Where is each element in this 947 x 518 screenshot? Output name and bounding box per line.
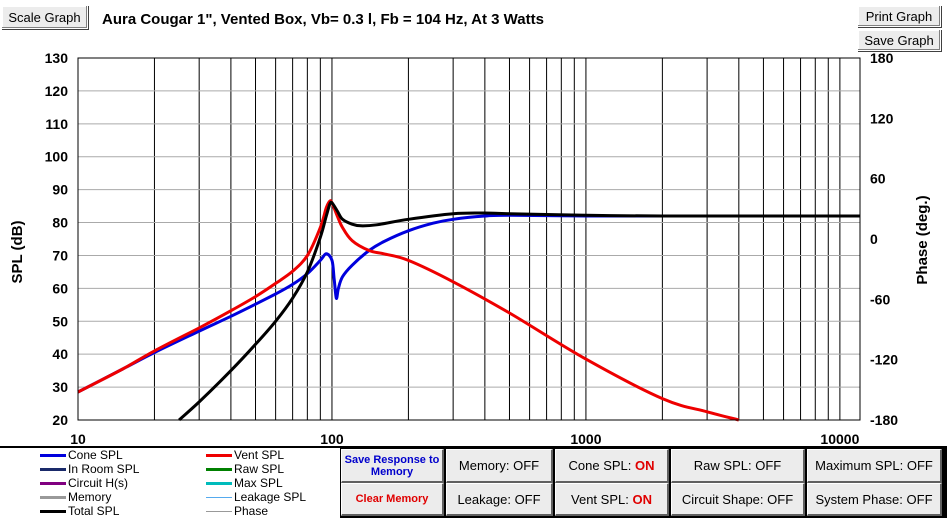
cone-spl-label: Cone SPL: xyxy=(568,458,632,473)
legend-swatch xyxy=(206,481,232,485)
legend-label: In Room SPL xyxy=(68,462,140,476)
y-tick-label: 80 xyxy=(52,215,68,231)
print-graph-button[interactable]: Print Graph xyxy=(857,5,941,27)
legend-swatch xyxy=(40,509,66,513)
plot-frame xyxy=(77,57,861,421)
y2-tick-label: -60 xyxy=(870,291,890,307)
legend-item: Vent SPL xyxy=(206,448,284,462)
x-tick-label: 10 xyxy=(70,431,86,446)
max-spl-label: Maximum SPL: xyxy=(815,458,904,473)
cone-spl-toggle[interactable]: Cone SPL: ON xyxy=(555,449,669,483)
legend-label: Raw SPL xyxy=(234,462,285,476)
circuit-shape-toggle[interactable]: Circuit Shape: OFF xyxy=(671,483,805,516)
legend-swatch xyxy=(206,453,232,457)
spl-chart: 20 30 40 50 60 70 80 90 100 110 120 130 -180 -120 -60 0… xyxy=(9,50,931,446)
y2-tick-label: 0 xyxy=(870,231,878,247)
legend-label: Leakage SPL xyxy=(234,490,307,504)
y2-tick-label: 120 xyxy=(870,110,894,126)
y2-tick-label: 60 xyxy=(870,171,886,187)
circuit-shape-label: Circuit Shape: xyxy=(681,491,764,507)
max-spl-value: OFF xyxy=(906,458,933,473)
system-phase-label: System Phase: xyxy=(815,491,903,507)
legend-label: Memory xyxy=(68,490,112,504)
legend-item: In Room SPL xyxy=(40,462,139,476)
legend-label: Vent SPL xyxy=(234,448,285,462)
raw-spl-toggle[interactable]: Raw SPL: OFF xyxy=(671,449,805,483)
x-tick-label: 1000 xyxy=(570,431,601,446)
legend-swatch xyxy=(40,481,66,485)
memory-label: Memory: xyxy=(458,458,510,473)
y-tick-label: 90 xyxy=(52,182,68,198)
y-tick-label: 60 xyxy=(52,280,68,296)
legend-item: Memory xyxy=(40,490,111,504)
x-tick-label: 100 xyxy=(320,431,344,446)
legend: Cone SPL Vent SPL In Room SPL Raw SPL Circui… xyxy=(0,448,340,518)
legend-label: Phase xyxy=(234,504,269,518)
vent-spl-toggle[interactable]: Vent SPL: ON xyxy=(555,483,669,516)
scale-graph-button[interactable]: Scale Graph xyxy=(1,5,88,29)
legend-swatch xyxy=(206,510,232,512)
system-phase-value: OFF xyxy=(906,491,933,507)
legend-label: Max SPL xyxy=(234,476,283,490)
legend-label: Total SPL xyxy=(68,504,120,518)
y-tick-label: 100 xyxy=(45,149,69,165)
legend-swatch xyxy=(206,467,232,471)
legend-swatch xyxy=(40,453,66,457)
system-phase-toggle[interactable]: System Phase: OFF xyxy=(807,483,942,516)
legend-label: Circuit H(s) xyxy=(68,476,128,490)
graph-title: Aura Cougar 1", Vented Box, Vb= 0.3 l, F… xyxy=(102,11,544,28)
memory-value: OFF xyxy=(513,458,540,473)
clear-memory-button[interactable]: Clear Memory xyxy=(341,483,444,516)
y-tick-label: 30 xyxy=(52,379,68,395)
y-tick-label: 50 xyxy=(52,313,68,329)
chart-grid xyxy=(78,57,860,421)
y2-tick-label: -180 xyxy=(870,412,898,428)
y2-axis-label: Phase (deg.) xyxy=(914,195,931,284)
chart-axes: 20 30 40 50 60 70 80 90 100 110 120 130 -180 -120 -60 0… xyxy=(45,50,899,446)
y-axis-label: SPL (dB) xyxy=(9,220,26,283)
max-spl-toggle[interactable]: Maximum SPL: OFF xyxy=(807,449,942,483)
legend-item: Circuit H(s) xyxy=(40,476,128,490)
vent-spl-value: ON xyxy=(632,491,652,507)
legend-item: Total SPL xyxy=(40,504,119,518)
y-tick-label: 40 xyxy=(52,346,68,362)
y-tick-label: 130 xyxy=(45,50,69,66)
vent-spl-label: Vent SPL: xyxy=(571,491,629,507)
leakage-value: OFF xyxy=(514,491,541,507)
leakage-toggle[interactable]: Leakage: OFF xyxy=(446,483,553,516)
legend-swatch xyxy=(40,495,66,499)
cone-spl-value: ON xyxy=(635,458,655,473)
legend-swatch xyxy=(40,467,66,471)
cone-spl-curve xyxy=(77,213,860,394)
total-spl-curve xyxy=(178,200,860,422)
y-tick-label: 20 xyxy=(52,412,68,428)
legend-swatch xyxy=(206,496,232,498)
memory-toggle[interactable]: Memory: OFF xyxy=(446,449,553,483)
circuit-shape-value: OFF xyxy=(767,491,794,507)
raw-spl-label: Raw SPL: xyxy=(693,458,752,473)
legend-item: Raw SPL xyxy=(206,462,284,476)
legend-item: Max SPL xyxy=(206,476,283,490)
x-tick-label: 10000 xyxy=(820,431,859,446)
legend-item: Cone SPL xyxy=(40,448,123,462)
legend-label: Cone SPL xyxy=(68,448,123,462)
y2-tick-label: -120 xyxy=(870,352,898,368)
legend-item: Leakage SPL xyxy=(206,490,306,504)
raw-spl-value: OFF xyxy=(755,458,782,473)
leakage-label: Leakage: xyxy=(457,491,511,507)
legend-item: Phase xyxy=(206,504,268,518)
y2-tick-label: 180 xyxy=(870,50,894,66)
y-tick-label: 110 xyxy=(45,116,68,132)
save-graph-button[interactable]: Save Graph xyxy=(857,29,941,51)
y-tick-label: 70 xyxy=(52,247,68,263)
save-response-button[interactable]: Save Response to Memory xyxy=(341,449,444,483)
y-tick-label: 120 xyxy=(45,83,69,99)
chart-curves xyxy=(77,199,860,422)
